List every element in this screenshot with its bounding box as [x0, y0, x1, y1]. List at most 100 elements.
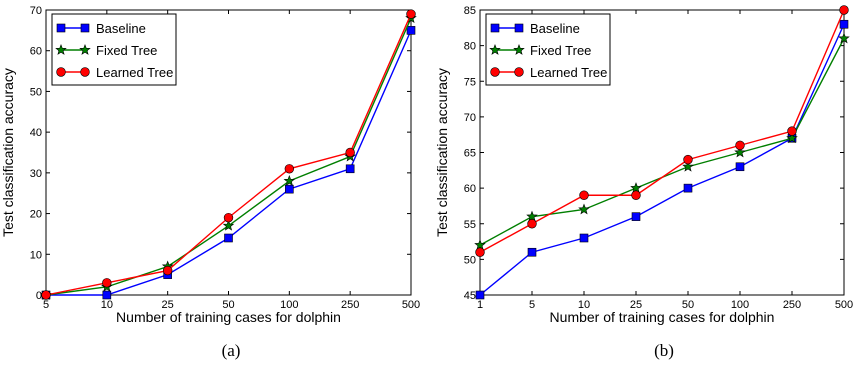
x-tick-label: 50: [682, 299, 694, 311]
data-point: [527, 219, 537, 229]
data-point: [734, 146, 746, 158]
data-point: [839, 19, 849, 29]
legend-marker: [513, 43, 525, 55]
y-tick-label: 45: [464, 290, 476, 302]
x-tick-label: 250: [783, 299, 801, 311]
series-learned-tree: [475, 5, 849, 257]
x-tick-label: 10: [101, 299, 113, 311]
data-point: [579, 190, 589, 200]
data-point: [283, 174, 296, 186]
data-point: [475, 247, 485, 257]
legend-item: Fixed Tree: [55, 43, 157, 58]
data-point: [786, 132, 798, 144]
subcaption-a: (a): [221, 341, 241, 360]
legend-item: Fixed Tree: [489, 43, 591, 58]
y-tick-label: 0: [36, 290, 42, 302]
data-point: [222, 219, 235, 231]
legend-label: Learned Tree: [96, 65, 173, 80]
series-learned-tree: [41, 9, 416, 300]
y-tick-label: 70: [30, 5, 42, 17]
data-point: [579, 233, 589, 243]
x-tick-label: 25: [162, 299, 174, 311]
legend-label: Baseline: [96, 21, 146, 36]
data-point: [224, 233, 233, 243]
legend-marker: [489, 43, 501, 55]
y-tick-label: 50: [464, 254, 476, 266]
y-tick-label: 80: [464, 41, 476, 53]
legend-marker: [514, 67, 524, 77]
data-point: [475, 290, 485, 300]
data-point: [735, 162, 745, 172]
data-point: [631, 190, 641, 200]
data-point: [285, 184, 294, 194]
legend-marker: [79, 43, 91, 55]
data-point: [526, 210, 538, 222]
data-point: [345, 164, 355, 174]
y-tick-label: 10: [30, 249, 42, 261]
data-point: [223, 212, 234, 223]
x-tick-label: 5: [529, 299, 535, 311]
legend-label: Fixed Tree: [530, 43, 591, 58]
x-tick-label: 100: [731, 299, 749, 311]
data-point: [839, 5, 849, 15]
data-point: [406, 9, 416, 19]
legend-label: Fixed Tree: [96, 43, 157, 58]
x-axis-label: Number of training cases for dolphin: [116, 309, 341, 325]
legend-marker: [55, 43, 67, 55]
y-tick-label: 40: [30, 127, 42, 139]
legend-label: Baseline: [530, 21, 580, 36]
data-point: [838, 32, 850, 44]
y-tick-label: 60: [30, 46, 42, 58]
data-point: [162, 265, 173, 276]
x-axis-label: Number of training cases for dolphin: [550, 309, 775, 325]
y-tick-label: 85: [464, 5, 476, 17]
series-baseline: [475, 19, 849, 300]
legend-marker: [80, 67, 90, 77]
x-tick-label: 5: [43, 299, 49, 311]
y-tick-label: 65: [464, 148, 476, 160]
data-point: [527, 247, 537, 257]
data-point: [284, 164, 295, 174]
legend-item: Learned Tree: [56, 65, 173, 80]
data-point: [345, 147, 355, 158]
x-tick-label: 250: [341, 299, 359, 311]
data-point: [406, 26, 416, 35]
y-tick-label: 75: [464, 76, 476, 88]
data-point: [735, 140, 745, 151]
y-tick-label: 55: [464, 219, 476, 231]
data-point: [683, 154, 693, 165]
series-line: [479, 23, 845, 296]
data-point: [787, 126, 797, 136]
series-line: [479, 9, 845, 253]
data-point: [682, 160, 694, 172]
data-point: [630, 182, 642, 194]
y-tick-label: 60: [464, 183, 476, 195]
legend-marker: [514, 23, 524, 33]
data-point: [683, 183, 693, 193]
x-tick-label: 500: [835, 299, 853, 311]
legend-marker: [80, 23, 90, 33]
legend-marker: [56, 23, 66, 33]
x-tick-label: 50: [222, 299, 234, 311]
data-point: [41, 290, 51, 300]
legend-marker: [56, 67, 66, 77]
data-point: [631, 212, 641, 221]
legend-marker: [490, 67, 500, 77]
subcaption-b: (b): [654, 341, 674, 360]
legend-label: Learned Tree: [530, 65, 607, 80]
x-tick-label: 25: [630, 299, 642, 311]
y-tick-label: 70: [464, 112, 476, 124]
x-tick-label: 10: [578, 299, 590, 311]
chart-a: 0 10 20 30 40 50 60 70 5 10 25 50 100 250 500 Number of…: [0, 5, 420, 325]
x-tick-label: 1: [477, 299, 483, 311]
chart-b: 45 50 55 60 65 70 75 80 85 1 5 10 25 50 100 250 500 Numbe…: [434, 5, 853, 325]
legend: Baseline Fixed Tree Learned Tree: [485, 13, 611, 86]
x-tick-label: 100: [280, 299, 298, 311]
y-axis-label: Test classification accuracy: [0, 68, 16, 237]
y-axis-label: Test classification accuracy: [434, 68, 450, 237]
y-tick-label: 50: [30, 86, 42, 98]
legend-item: Learned Tree: [490, 65, 607, 80]
data-point: [102, 278, 112, 288]
data-point: [474, 239, 486, 251]
